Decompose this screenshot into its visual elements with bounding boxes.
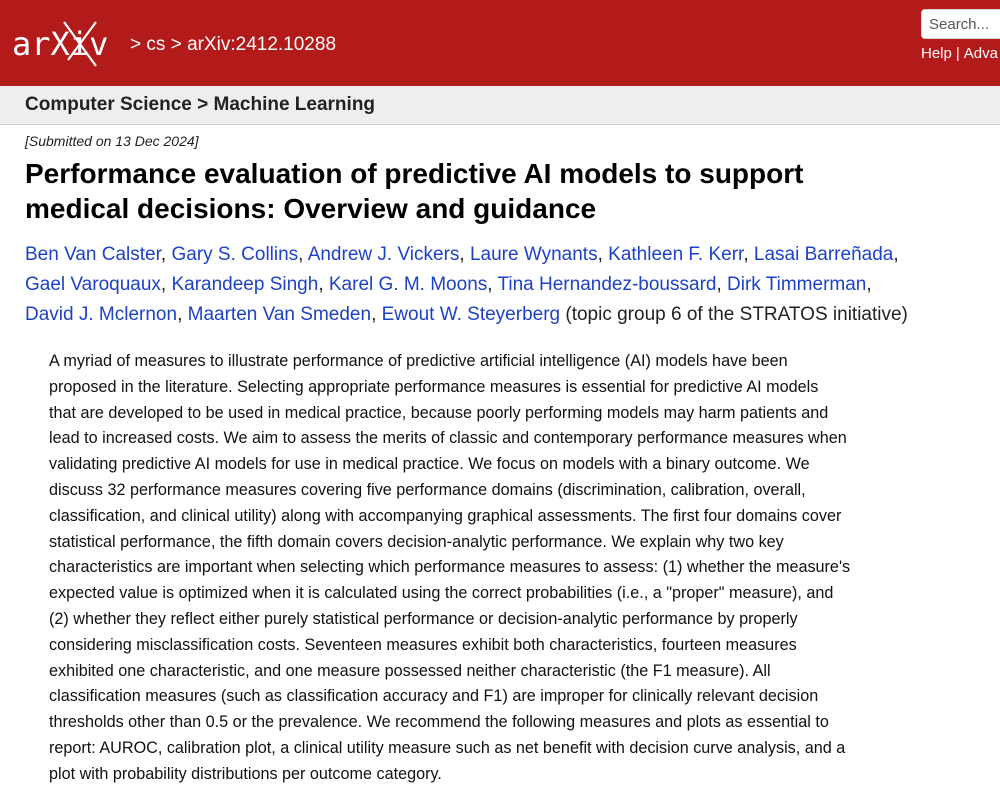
author-list: Ben Van Calster, Gary S. Collins, Andrew…: [25, 240, 1000, 330]
subject-bar: [0, 86, 1000, 125]
abstract-line: that are developed to be used in medical…: [49, 403, 829, 422]
abstract-line: expected value is optimized when it is c…: [49, 584, 834, 603]
submission-date: [Submitted on 13 Dec 2024]: [25, 133, 199, 149]
author-note: (topic group 6 of the STRATOS initiative…: [565, 304, 908, 325]
search-input[interactable]: [922, 10, 1000, 39]
breadcrumb-separator: >: [130, 34, 142, 55]
title-line: medical decisions: Overview and guidance: [25, 193, 597, 224]
author-link[interactable]: Maarten Van Smeden: [187, 304, 372, 325]
breadcrumb-separator: >: [170, 34, 182, 55]
abstract-line: A myriad of measures to illustrate perfo…: [49, 352, 788, 370]
author-link[interactable]: Dirk Timmerman: [727, 274, 867, 295]
breadcrumb: > cs > arXiv:2412.10288: [130, 34, 336, 56]
author-line: David J. Mclernon, Maarten Van Smeden, E…: [25, 304, 908, 325]
abstract-line: (2) whether they reflect either purely s…: [49, 609, 798, 628]
title-line: Performance evaluation of predictive AI …: [25, 158, 804, 189]
subject-breadcrumb: Computer Science > Machine Learning: [25, 94, 375, 116]
author-link[interactable]: Karel G. M. Moons: [328, 274, 488, 295]
author-link[interactable]: Lasai Barreñada: [753, 244, 894, 265]
arxiv-logo[interactable]: [10, 20, 122, 68]
abstract-line: discuss 32 performance measures covering…: [49, 480, 806, 499]
search-box[interactable]: [921, 9, 1000, 39]
author-link[interactable]: Kathleen F. Kerr: [608, 244, 744, 265]
abstract-line: validating predictive AI models for use …: [49, 455, 810, 474]
author-line: Ben Van Calster, Gary S. Collins, Andrew…: [25, 244, 899, 265]
abstract-line: lead to increased costs. We aim to asses…: [49, 429, 847, 448]
abstract-line: thresholds other than 0.5 or the prevale…: [49, 713, 829, 732]
subject-subcategory[interactable]: Machine Learning: [213, 94, 376, 115]
abstract-line: exhibited one characteristic, and one me…: [49, 661, 771, 680]
subject-category[interactable]: Computer Science: [25, 94, 192, 115]
abstract: A myriad of measures to illustrate perfo…: [49, 349, 994, 788]
breadcrumb-item-paper: arXiv:2412.10288: [187, 34, 337, 55]
author-link[interactable]: Gary S. Collins: [171, 244, 299, 265]
abstract-line: statistical performance, the fifth domai…: [49, 532, 784, 551]
header-links: Help | Adva: [921, 45, 998, 62]
abstract-line: report: AUROC, calibration plot, a clini…: [49, 738, 846, 757]
author-link[interactable]: Tina Hernandez-boussard: [497, 274, 717, 295]
author-link[interactable]: Ewout W. Steyerberg: [381, 304, 561, 325]
subject-separator: >: [197, 94, 209, 115]
author-line: Gael Varoquaux, Karandeep Singh, Karel G…: [25, 274, 872, 295]
author-link[interactable]: Andrew J. Vickers: [307, 244, 460, 265]
author-link[interactable]: Ben Van Calster: [25, 244, 161, 265]
abstract-line: considering misclassification costs. Sev…: [49, 635, 797, 654]
author-link[interactable]: Laure Wynants: [469, 244, 598, 265]
abstract-line: characteristics are important when selec…: [49, 558, 851, 577]
abstract-line: plot with probability distributions per …: [49, 764, 442, 783]
logo-text[interactable]: arXiv: [12, 25, 109, 63]
author-link[interactable]: Karandeep Singh: [171, 274, 319, 295]
link-separator: |: [955, 45, 960, 62]
abstract-line: proposed in the literature. Selecting ap…: [49, 377, 819, 396]
author-link[interactable]: David J. Mclernon: [25, 304, 178, 325]
advanced-search-link[interactable]: Adva: [963, 45, 998, 62]
breadcrumb-item-cs[interactable]: cs: [146, 34, 166, 55]
abstract-line: classification measures (such as classif…: [49, 687, 819, 706]
abstract-line: classification, and clinical utility) al…: [49, 506, 842, 525]
site-header: arXiv > cs > arXiv:2412.10288 Help|Adva: [0, 0, 1000, 86]
help-link[interactable]: Help: [921, 45, 952, 62]
paper-title: Performance evaluation of predictive AI …: [25, 156, 985, 226]
author-link[interactable]: Gael Varoquaux: [25, 274, 161, 295]
